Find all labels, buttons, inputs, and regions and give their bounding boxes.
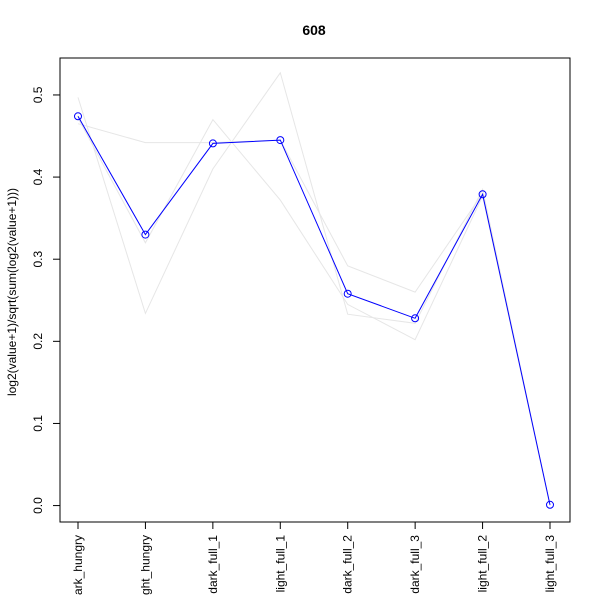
y-tick-label: 0.1 bbox=[31, 415, 45, 432]
data-point bbox=[478, 190, 487, 199]
data-point bbox=[546, 500, 554, 509]
y-tick-label: 0.5 bbox=[31, 86, 45, 103]
x-tick-label: light_full_3 bbox=[543, 535, 557, 593]
x-tick-label: dark_full_2 bbox=[341, 535, 355, 594]
background-series-line-1 bbox=[77, 71, 551, 506]
x-tick-label: ark_hungry bbox=[71, 535, 85, 595]
chart-title: 608 bbox=[302, 22, 326, 38]
data-point bbox=[411, 314, 420, 323]
y-axis-label: log2(value+1)/sqrt(sum(log2(value+1))) bbox=[5, 188, 19, 396]
x-axis: ark_hungry ght_hungry dark_full_1 light_ful… bbox=[71, 522, 557, 595]
data-point bbox=[141, 230, 150, 239]
background-series-line-2 bbox=[77, 123, 551, 506]
x-tick-label: dark_full_3 bbox=[408, 535, 422, 594]
y-tick-label: 0.3 bbox=[31, 251, 45, 268]
y-tick-label: 0.4 bbox=[31, 168, 45, 185]
x-tick-label: light_full_1 bbox=[273, 535, 287, 593]
y-tick-label: 0.2 bbox=[31, 333, 45, 350]
data-point bbox=[208, 139, 217, 148]
y-tick-label: 0.0 bbox=[31, 497, 45, 514]
data-point bbox=[343, 289, 352, 298]
x-tick-label: light_full_2 bbox=[476, 535, 490, 593]
x-tick-label: ght_hungry bbox=[138, 535, 152, 595]
data-point bbox=[276, 136, 285, 145]
y-axis: 0.0 0.1 0.2 0.3 0.4 0.5 bbox=[31, 86, 60, 514]
plot-frame bbox=[59, 57, 571, 523]
background-series-group bbox=[77, 71, 551, 506]
highlighted-series-line bbox=[77, 116, 551, 505]
data-point bbox=[74, 112, 82, 121]
highlighted-series-group bbox=[74, 112, 554, 509]
background-series-line-3 bbox=[77, 117, 551, 506]
x-tick-label: dark_full_1 bbox=[206, 535, 220, 594]
